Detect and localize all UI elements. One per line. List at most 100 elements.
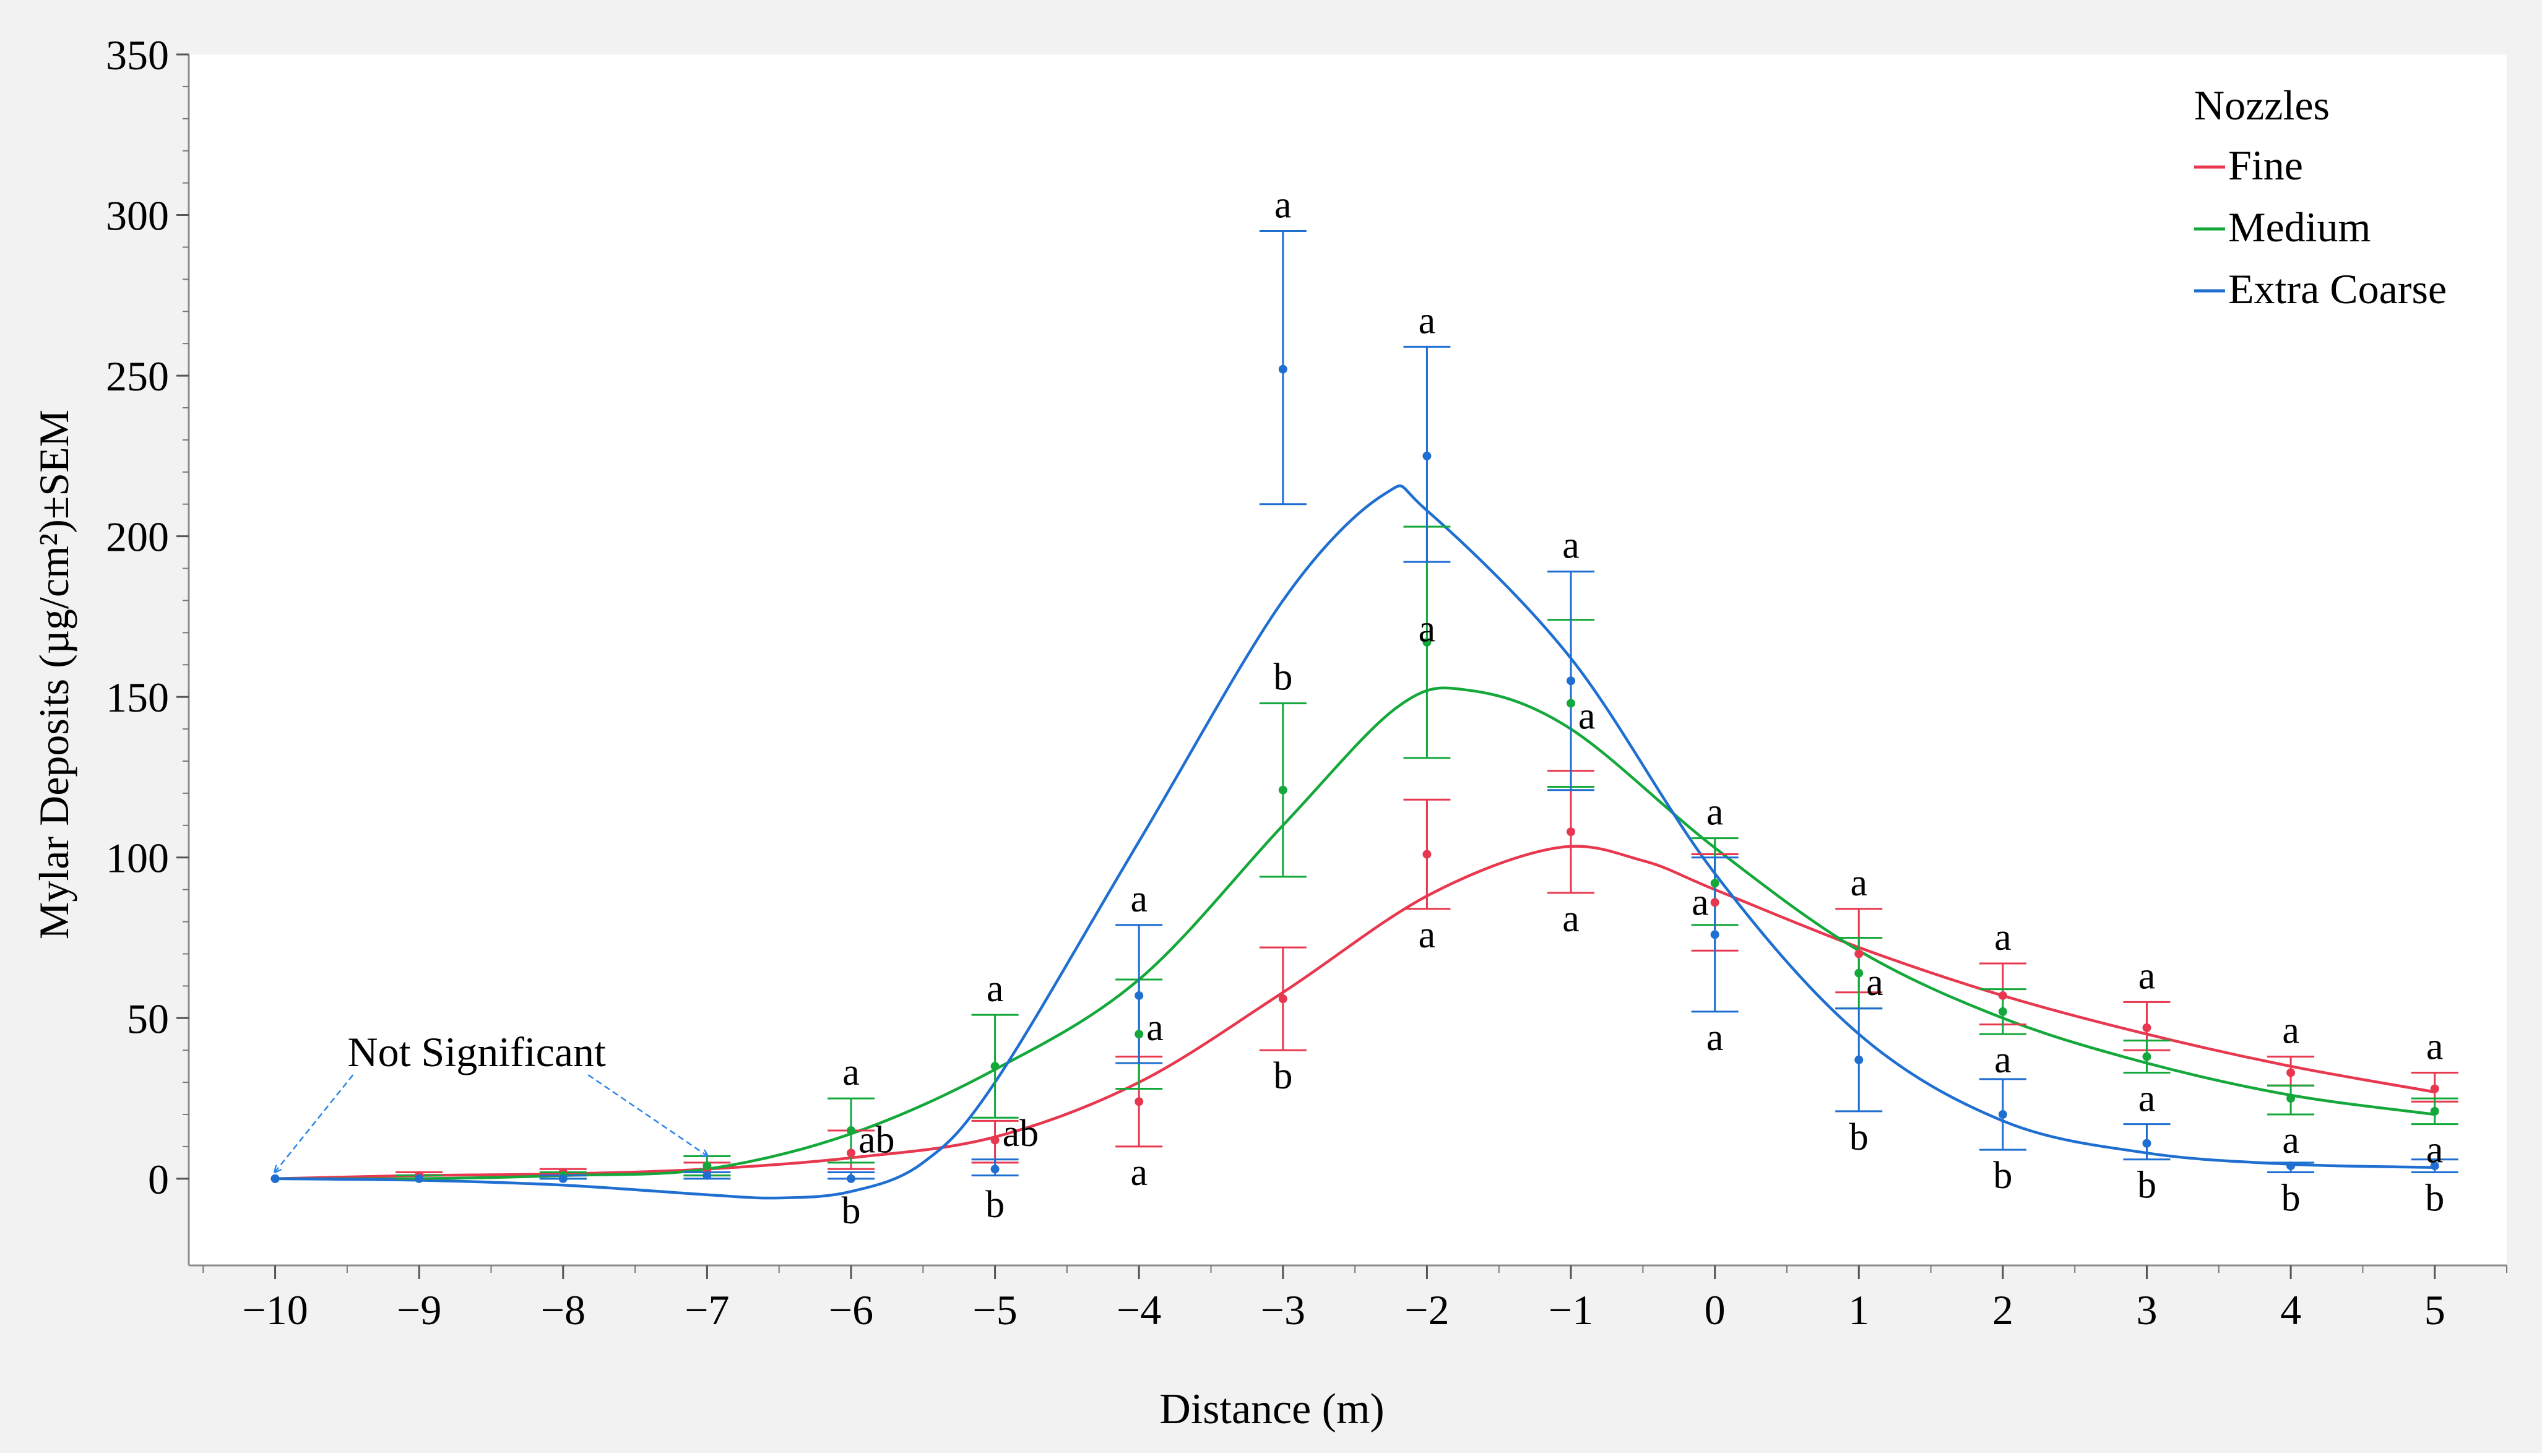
data-point-medium: [703, 1161, 712, 1171]
data-point-medium: [1710, 879, 1719, 888]
data-point-fine: [2142, 1023, 2151, 1032]
data-point-fine: [1135, 1097, 1144, 1106]
data-point-medium: [2430, 1106, 2439, 1116]
significance-letter-fine: a: [1994, 916, 2012, 958]
data-point-fine: [1710, 898, 1719, 907]
data-point-extra-coarse: [270, 1174, 280, 1183]
plot-area: [189, 54, 2507, 1265]
significance-letter-extra-coarse: a: [1562, 525, 1580, 567]
x-tick-label: 0: [1705, 1286, 1726, 1333]
data-point-extra-coarse: [1710, 930, 1719, 939]
significance-letter-extra-coarse: a: [1706, 1017, 1724, 1059]
y-tick-label: 350: [106, 32, 169, 79]
fit-curve-medium: [275, 686, 2435, 1181]
data-point-extra-coarse: [703, 1171, 712, 1180]
significance-letter-fine: a: [2426, 1026, 2444, 1068]
data-point-extra-coarse: [2430, 1161, 2439, 1171]
significance-letter-medium: a: [2282, 1119, 2299, 1161]
significance-letter-medium: a: [2138, 1078, 2156, 1120]
significance-letter-medium: a: [2426, 1129, 2444, 1171]
x-tick-label: −5: [972, 1286, 1017, 1333]
significance-letter-medium: a: [1994, 1039, 2012, 1081]
data-point-extra-coarse: [1278, 364, 1287, 374]
significance-letter-fine: b: [1273, 1055, 1292, 1097]
significance-letter-medium: a: [1578, 695, 1596, 737]
significance-letter-medium: a: [842, 1051, 860, 1093]
significance-letter-extra-coarse: b: [2281, 1177, 2301, 1219]
x-tick-label: 2: [1992, 1286, 2013, 1333]
y-axis-label: Mylar Deposits (µg/cm²)±SEM: [30, 410, 77, 939]
data-point-fine: [1998, 991, 2007, 1000]
significance-letter-medium: a: [1146, 1007, 1164, 1049]
data-point-fine: [1278, 994, 1287, 1004]
significance-letter-fine: a: [2138, 955, 2156, 997]
significance-letter-medium: a: [1866, 962, 1883, 1004]
not-significant-label: Not Significant: [348, 1028, 607, 1075]
data-point-extra-coarse: [847, 1174, 855, 1183]
legend-entry-extra-coarse: Extra Coarse: [2228, 265, 2447, 312]
significance-letter-extra-coarse: b: [2425, 1177, 2444, 1219]
data-point-fine: [1567, 827, 1576, 837]
data-point-medium: [2142, 1052, 2151, 1061]
x-tick-label: −6: [829, 1286, 873, 1333]
x-tick-label: 3: [2136, 1286, 2157, 1333]
legend-title: Nozzles: [2194, 82, 2330, 129]
significance-letter-fine: a: [1692, 881, 1709, 923]
x-tick-label: −3: [1261, 1286, 1305, 1333]
x-tick-label: −4: [1117, 1286, 1161, 1333]
not-significant-arrow: [587, 1074, 707, 1156]
data-point-extra-coarse: [2142, 1139, 2151, 1148]
data-point-extra-coarse: [2286, 1161, 2296, 1171]
data-point-medium: [2286, 1094, 2296, 1103]
significance-letter-extra-coarse: b: [1993, 1155, 2012, 1197]
significance-letter-fine: ab: [858, 1119, 895, 1161]
x-tick-label: −10: [242, 1286, 308, 1333]
significance-letter-fine: a: [1419, 914, 1436, 956]
fit-curve-fine: [275, 845, 2436, 1181]
data-point-medium: [1854, 968, 1864, 978]
not-significant-arrow: [275, 1074, 354, 1171]
x-tick-label: −7: [685, 1286, 729, 1333]
x-tick-label: −9: [397, 1286, 441, 1333]
data-point-medium: [1135, 1030, 1144, 1039]
x-tick-label: −1: [1549, 1286, 1593, 1333]
data-point-extra-coarse: [990, 1165, 1000, 1174]
y-tick-label: 200: [106, 514, 169, 561]
significance-letter-extra-coarse: b: [1849, 1116, 1869, 1158]
y-tick-label: 100: [106, 835, 169, 882]
data-point-medium: [1567, 699, 1576, 708]
significance-letter-fine: ab: [1003, 1113, 1039, 1155]
significance-letter-medium: a: [1419, 608, 1436, 650]
data-point-extra-coarse: [415, 1174, 424, 1183]
significance-letter-extra-coarse: b: [842, 1190, 861, 1232]
significance-letter-extra-coarse: a: [1274, 184, 1292, 226]
data-point-medium: [1422, 637, 1432, 647]
data-point-extra-coarse: [1998, 1110, 2007, 1119]
data-point-fine: [2430, 1084, 2439, 1093]
significance-letter-fine: a: [1562, 898, 1580, 940]
significance-letter-extra-coarse: a: [1130, 878, 1148, 920]
data-point-extra-coarse: [1135, 991, 1144, 1000]
data-point-medium: [990, 1062, 1000, 1071]
data-point-fine: [990, 1135, 1000, 1145]
significance-letter-fine: a: [1850, 862, 1867, 904]
y-tick-label: 250: [106, 353, 169, 400]
y-tick-label: 0: [148, 1156, 169, 1203]
x-tick-label: 5: [2424, 1286, 2445, 1333]
data-point-medium: [1998, 1007, 2007, 1016]
data-point-fine: [1422, 850, 1432, 859]
data-point-extra-coarse: [1854, 1055, 1864, 1064]
data-point-fine: [2286, 1068, 2296, 1077]
significance-letter-medium: a: [1706, 791, 1724, 834]
y-tick-label: 50: [127, 995, 169, 1042]
significance-letter-fine: a: [2282, 1010, 2299, 1052]
significance-letter-extra-coarse: b: [2137, 1165, 2156, 1207]
significance-letter-medium: b: [1273, 657, 1292, 699]
y-tick-label: 150: [106, 674, 169, 721]
x-tick-label: −8: [541, 1286, 586, 1333]
x-tick-label: −2: [1404, 1286, 1449, 1333]
significance-letter-medium: a: [987, 968, 1004, 1010]
data-point-medium: [1278, 785, 1287, 795]
data-point-extra-coarse: [1422, 451, 1432, 460]
data-point-fine: [1854, 949, 1864, 958]
